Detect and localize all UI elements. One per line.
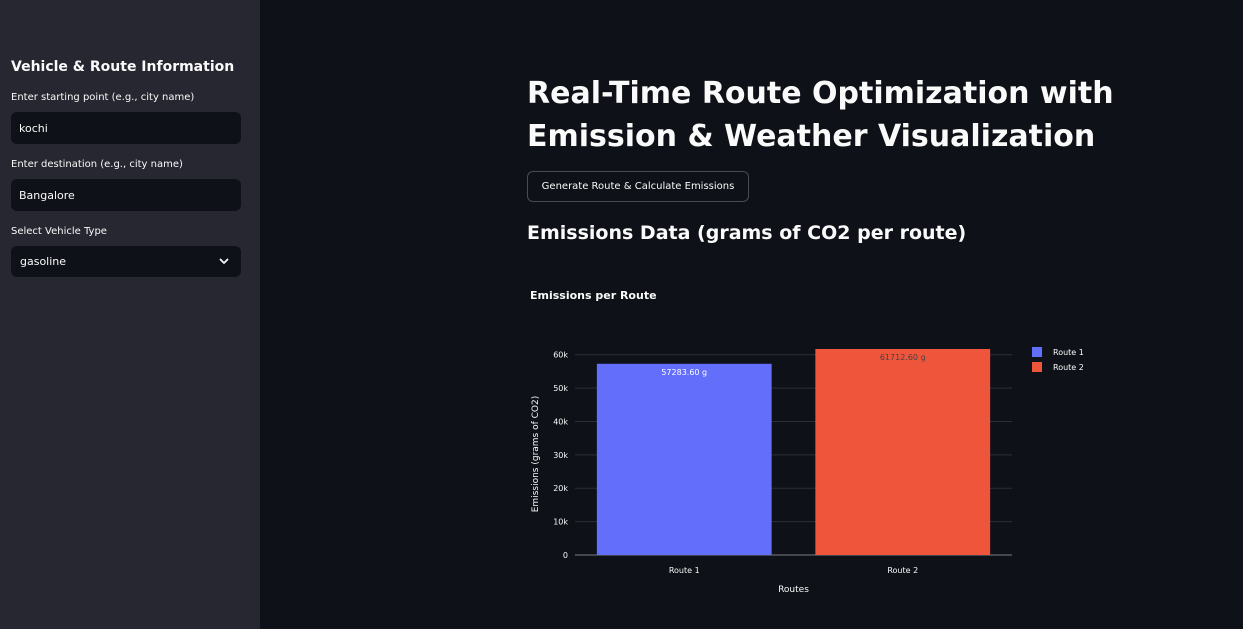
- legend-swatch: [1032, 362, 1042, 372]
- legend-swatch: [1032, 347, 1042, 357]
- bar-data-label: 57283.60 g: [661, 368, 707, 377]
- bar-route-1: [596, 363, 772, 555]
- sidebar: Vehicle & Route Information Enter starti…: [0, 0, 260, 629]
- bar-route-2: [815, 349, 991, 555]
- bar-data-label: 61712.60 g: [880, 353, 926, 362]
- x-tick-label: Route 2: [887, 566, 918, 575]
- emissions-subheader: Emissions Data (grams of CO2 per route): [527, 222, 967, 244]
- legend-item: Route 1: [1053, 348, 1084, 357]
- vehicle-label: Select Vehicle Type: [11, 226, 107, 237]
- legend-item: Route 2: [1053, 363, 1084, 372]
- start-label: Enter starting point (e.g., city name): [11, 92, 195, 103]
- y-tick-label: 30k: [553, 451, 568, 460]
- y-tick-label: 20k: [553, 484, 568, 493]
- generate-route-button[interactable]: Generate Route & Calculate Emissions: [527, 171, 749, 202]
- destination-label: Enter destination (e.g., city name): [11, 159, 183, 170]
- vehicle-select-value: gasoline: [20, 255, 67, 268]
- x-axis-title: Routes: [778, 585, 809, 595]
- start-input[interactable]: [11, 112, 241, 144]
- y-tick-label: 60k: [553, 351, 568, 360]
- y-tick-label: 40k: [553, 417, 568, 426]
- y-tick-label: 50k: [553, 384, 568, 393]
- page-title: Real-Time Route Optimization with Emissi…: [527, 76, 1114, 154]
- destination-input[interactable]: [11, 179, 241, 211]
- chart-title: Emissions per Route: [530, 289, 657, 302]
- sidebar-title: Vehicle & Route Information: [11, 59, 235, 75]
- emissions-bar-chart: 0 10k 20k 30k 40k 50k 60k 57283.60 g Route 1 6171…: [531, 347, 1084, 595]
- y-tick-label: 10k: [553, 518, 568, 527]
- vehicle-select[interactable]: gasoline: [11, 246, 241, 277]
- x-tick-label: Route 1: [669, 566, 700, 575]
- y-axis-title: Emissions (grams of CO2): [531, 396, 541, 513]
- chevron-down-icon: [219, 258, 229, 264]
- y-tick-label: 0: [563, 551, 568, 560]
